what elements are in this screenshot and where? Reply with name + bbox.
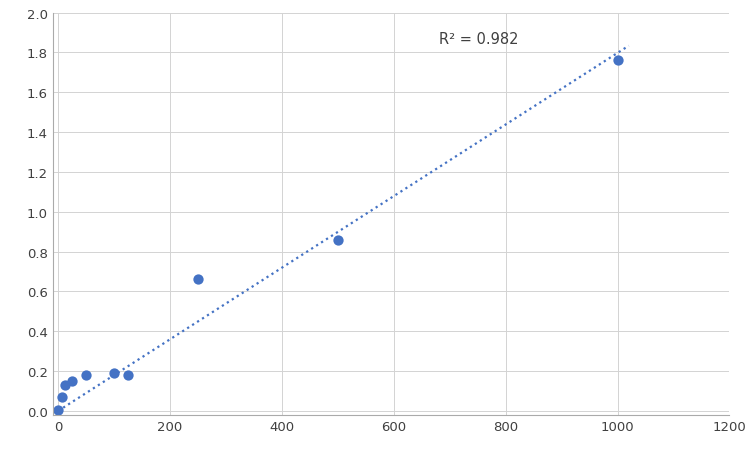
Point	[611, 58, 623, 65]
Point	[80, 372, 92, 379]
Point	[66, 377, 78, 385]
Point	[59, 382, 71, 389]
Point	[122, 372, 134, 379]
Point	[332, 236, 344, 244]
Point	[108, 369, 120, 377]
Text: R² = 0.982: R² = 0.982	[438, 32, 518, 47]
Point	[56, 393, 68, 400]
Point	[192, 276, 204, 283]
Point	[52, 406, 64, 414]
